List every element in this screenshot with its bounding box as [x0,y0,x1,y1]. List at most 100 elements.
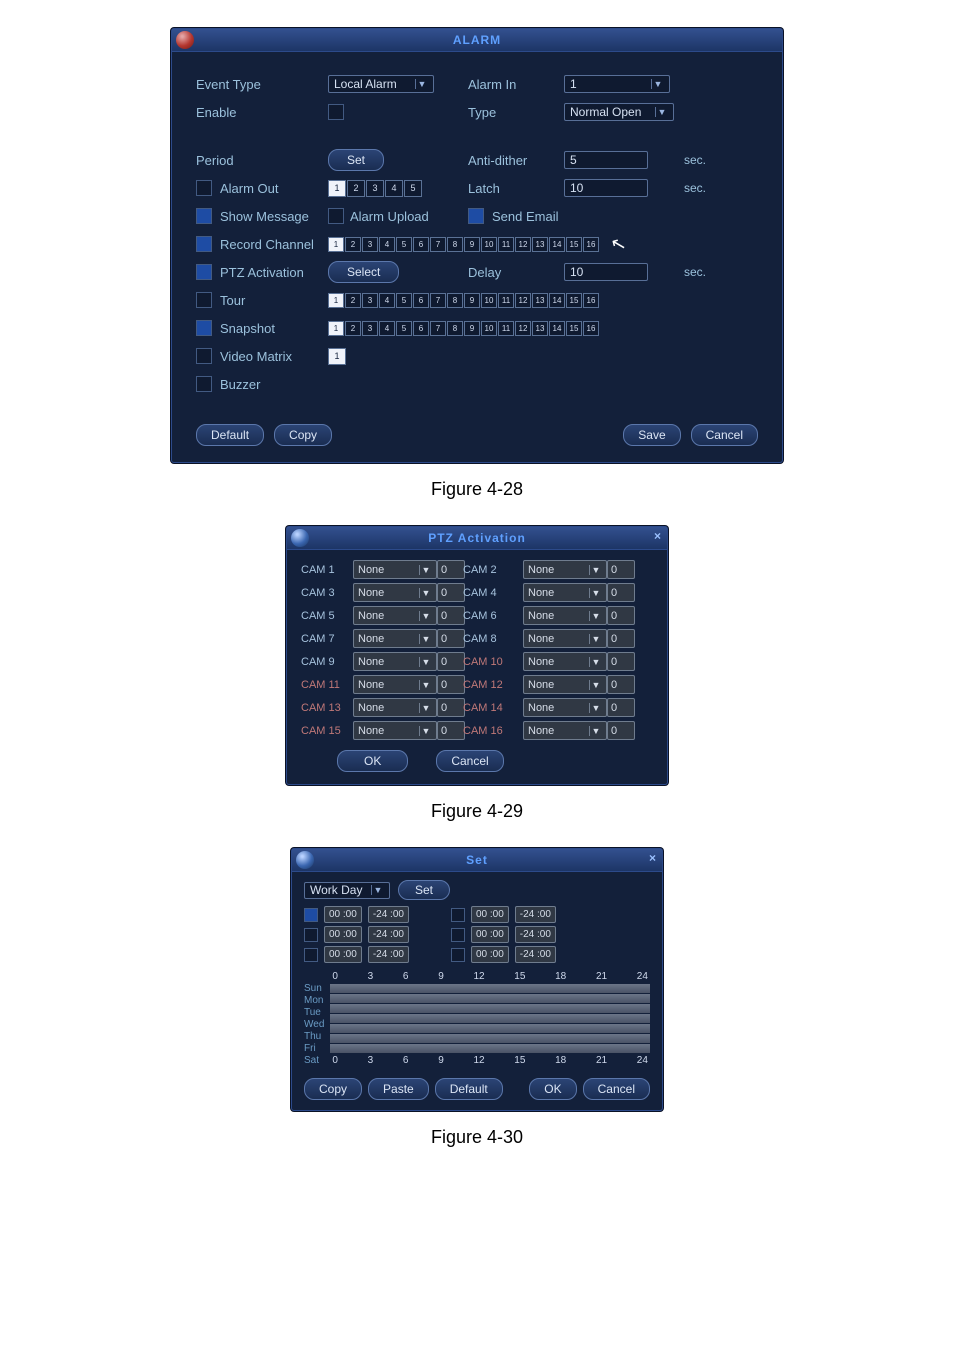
alarm-in-dropdown[interactable]: 1▼ [564,75,670,93]
default-button[interactable]: Default [196,424,264,446]
alarm-upload-checkbox[interactable] [328,208,344,224]
cam-value-input[interactable]: 0 [437,629,465,648]
channel-5[interactable]: 5 [396,293,412,308]
cam-action-dropdown[interactable]: None▼ [353,652,437,671]
channel-3[interactable]: 3 [362,321,378,336]
channel-8[interactable]: 8 [447,293,463,308]
time-to[interactable]: -24 :00 [368,906,409,923]
set-default-button[interactable]: Default [435,1078,503,1100]
channel-10[interactable]: 10 [481,237,497,252]
channel-7[interactable]: 7 [430,237,446,252]
show-message-checkbox[interactable] [196,208,212,224]
time-from[interactable]: 00 :00 [471,946,509,963]
enable-checkbox[interactable] [328,104,344,120]
close-icon[interactable]: × [649,851,656,865]
cam-action-dropdown[interactable]: None▼ [523,652,607,671]
channel-9[interactable]: 9 [464,293,480,308]
channel-11[interactable]: 11 [498,321,514,336]
channel-12[interactable]: 12 [515,237,531,252]
time-checkbox[interactable] [451,948,465,962]
type-dropdown[interactable]: Normal Open▼ [564,103,674,121]
time-checkbox[interactable] [451,928,465,942]
channel-9[interactable]: 9 [464,237,480,252]
cam-value-input[interactable]: 0 [437,698,465,717]
anti-dither-input[interactable]: 5 [564,151,648,169]
channel-1[interactable]: 1 [328,237,344,252]
channel-14[interactable]: 14 [549,237,565,252]
cam-action-dropdown[interactable]: None▼ [353,721,437,740]
latch-input[interactable]: 10 [564,179,648,197]
snapshot-checkbox[interactable] [196,320,212,336]
time-checkbox[interactable] [304,928,318,942]
time-from[interactable]: 00 :00 [324,946,362,963]
save-button[interactable]: Save [623,424,680,446]
channel-14[interactable]: 14 [549,321,565,336]
cam-action-dropdown[interactable]: None▼ [523,560,607,579]
time-to[interactable]: -24 :00 [515,926,556,943]
cam-value-input[interactable]: 0 [607,583,635,602]
channel-5[interactable]: 5 [404,180,422,197]
ptz-ok-button[interactable]: OK [337,750,408,772]
channel-5[interactable]: 5 [396,321,412,336]
channel-3[interactable]: 3 [362,237,378,252]
channel-8[interactable]: 8 [447,237,463,252]
time-from[interactable]: 00 :00 [324,926,362,943]
ptz-select-button[interactable]: Select [328,261,399,283]
channel-1[interactable]: 1 [328,348,346,365]
channel-6[interactable]: 6 [413,237,429,252]
channel-10[interactable]: 10 [481,321,497,336]
cam-action-dropdown[interactable]: None▼ [353,606,437,625]
channel-6[interactable]: 6 [413,293,429,308]
period-set-button[interactable]: Set [328,149,384,171]
channel-4[interactable]: 4 [379,237,395,252]
channel-4[interactable]: 4 [379,321,395,336]
time-to[interactable]: -24 :00 [515,946,556,963]
set-paste-button[interactable]: Paste [368,1078,429,1100]
cam-action-dropdown[interactable]: None▼ [523,675,607,694]
set-ok-button[interactable]: OK [529,1078,576,1100]
cam-value-input[interactable]: 0 [437,652,465,671]
cam-action-dropdown[interactable]: None▼ [353,583,437,602]
time-to[interactable]: -24 :00 [368,926,409,943]
channel-14[interactable]: 14 [549,293,565,308]
set-button[interactable]: Set [398,880,450,900]
channel-3[interactable]: 3 [362,293,378,308]
channel-13[interactable]: 13 [532,237,548,252]
channel-2[interactable]: 2 [345,321,361,336]
time-checkbox[interactable] [451,908,465,922]
channel-1[interactable]: 1 [328,180,346,197]
alarm-out-checkbox[interactable] [196,180,212,196]
set-cancel-button[interactable]: Cancel [583,1078,650,1100]
channel-6[interactable]: 6 [413,321,429,336]
channel-1[interactable]: 1 [328,293,344,308]
channel-13[interactable]: 13 [532,321,548,336]
time-from[interactable]: 00 :00 [471,906,509,923]
set-copy-button[interactable]: Copy [304,1078,362,1100]
cam-action-dropdown[interactable]: None▼ [523,698,607,717]
channel-13[interactable]: 13 [532,293,548,308]
channel-15[interactable]: 15 [566,293,582,308]
cam-value-input[interactable]: 0 [437,606,465,625]
ptz-activation-checkbox[interactable] [196,264,212,280]
video-matrix-checkbox[interactable] [196,348,212,364]
channel-4[interactable]: 4 [379,293,395,308]
cam-value-input[interactable]: 0 [437,721,465,740]
time-checkbox[interactable] [304,948,318,962]
cam-value-input[interactable]: 0 [437,675,465,694]
cam-value-input[interactable]: 0 [607,698,635,717]
cam-action-dropdown[interactable]: None▼ [353,675,437,694]
cam-action-dropdown[interactable]: None▼ [523,629,607,648]
cam-action-dropdown[interactable]: None▼ [353,698,437,717]
workday-dropdown[interactable]: Work Day▼ [304,882,390,899]
tour-channel-grid[interactable]: 12345678910111213141516 [328,293,599,308]
channel-16[interactable]: 16 [583,237,599,252]
channel-11[interactable]: 11 [498,293,514,308]
alarm-out-channels[interactable]: 12345 [328,180,422,197]
buzzer-checkbox[interactable] [196,376,212,392]
channel-7[interactable]: 7 [430,321,446,336]
channel-15[interactable]: 15 [566,237,582,252]
event-type-dropdown[interactable]: Local Alarm▼ [328,75,434,93]
cam-action-dropdown[interactable]: None▼ [523,583,607,602]
cam-value-input[interactable]: 0 [607,629,635,648]
time-to[interactable]: -24 :00 [368,946,409,963]
